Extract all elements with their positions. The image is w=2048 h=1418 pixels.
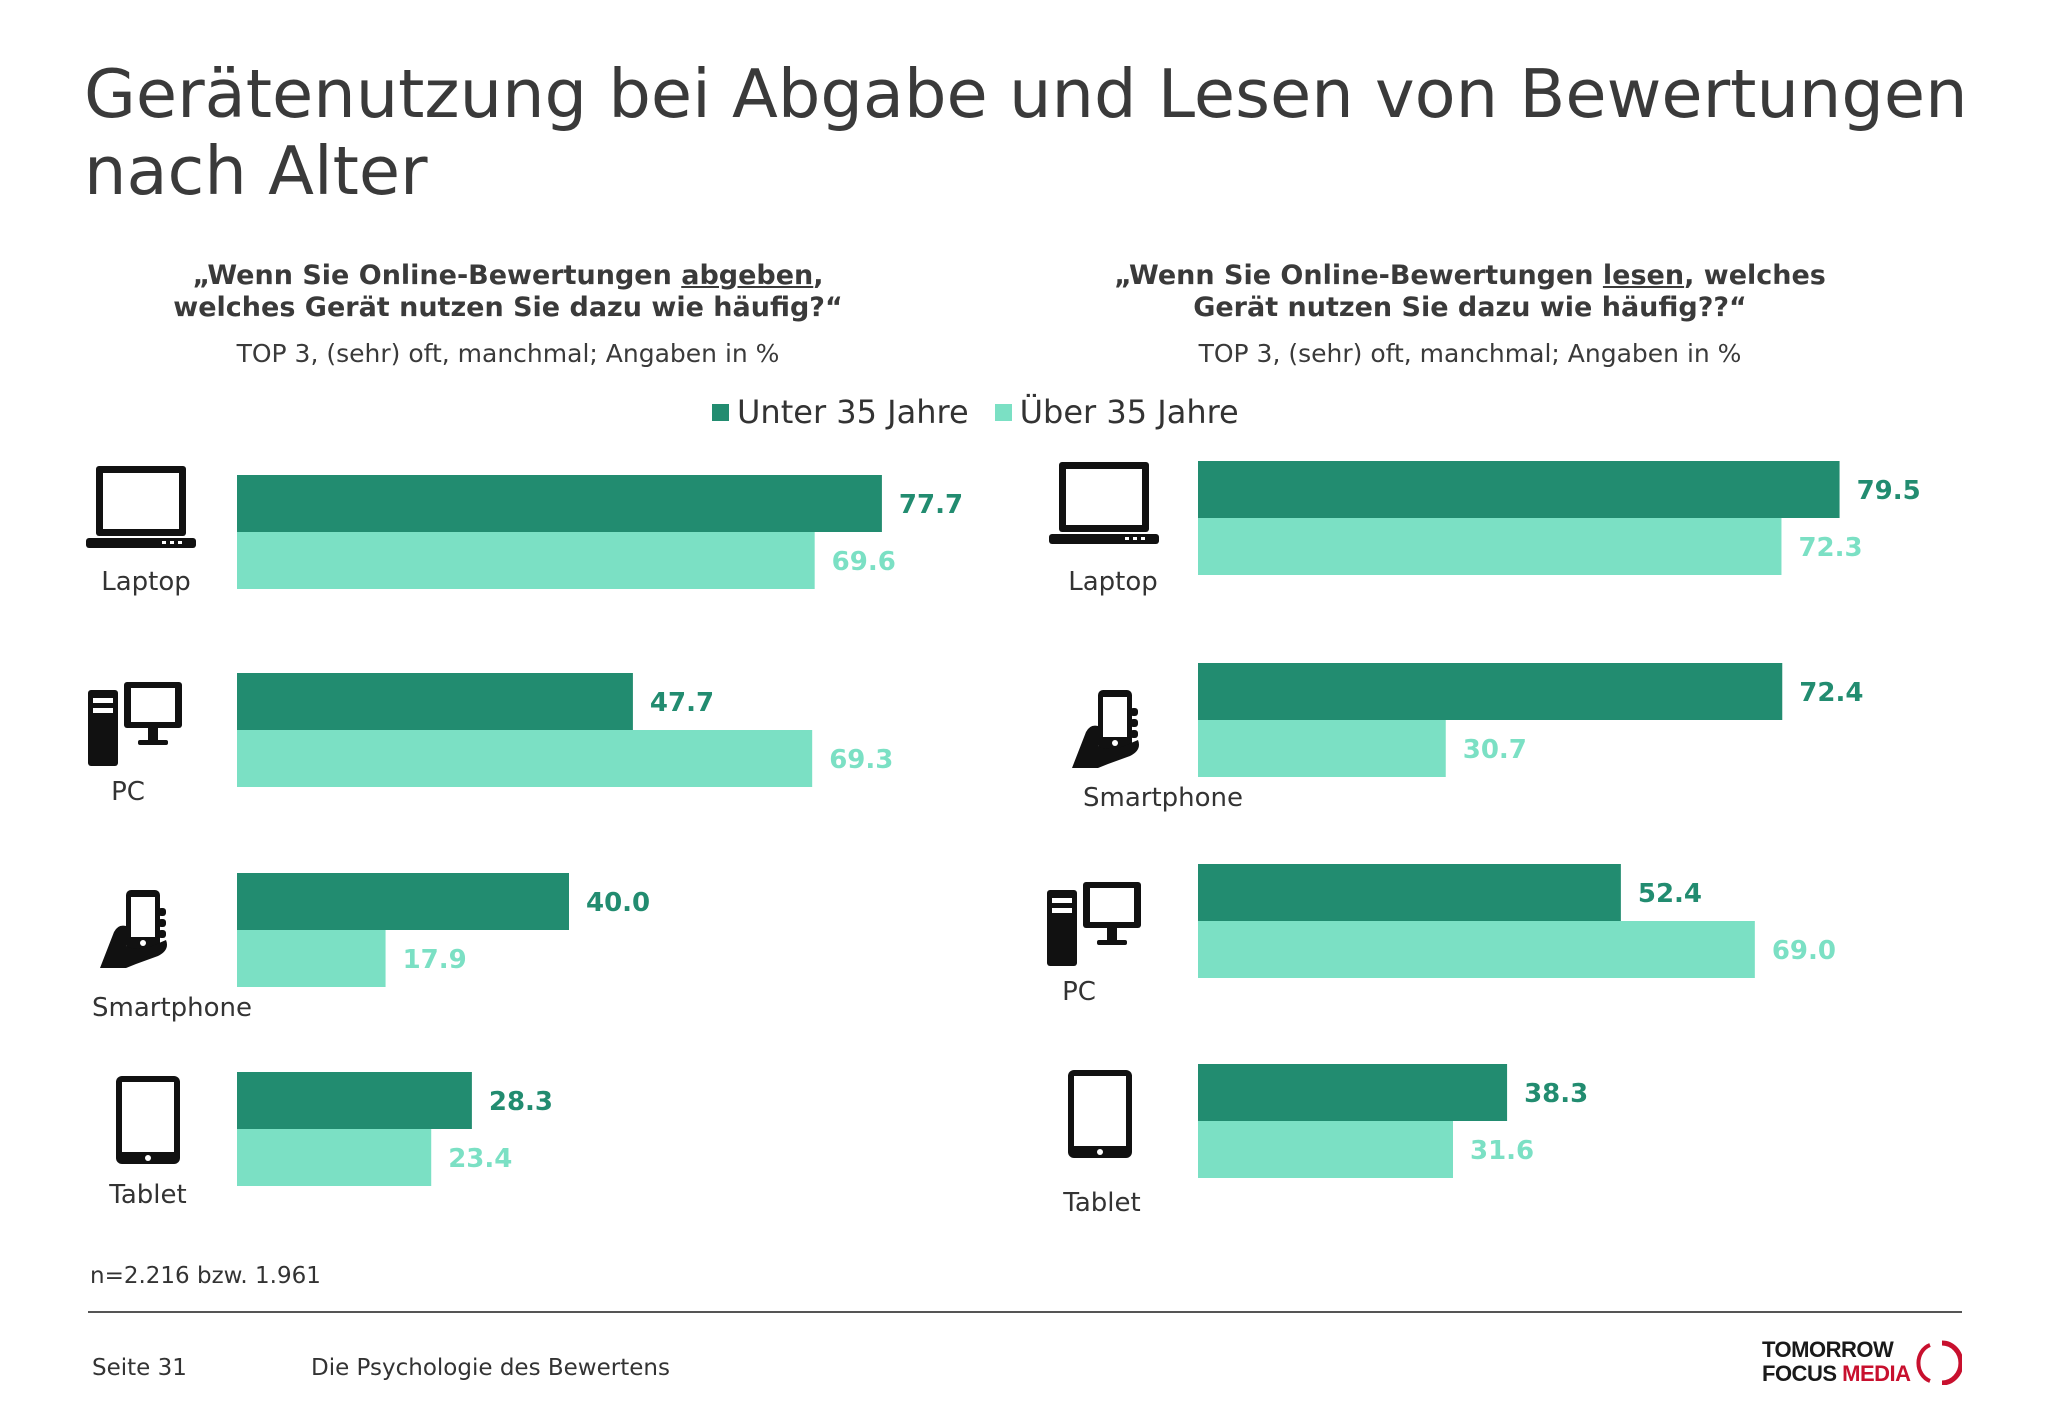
- data-label: 38.3: [1524, 1079, 1588, 1109]
- logo-line-2: FOCUS MEDIA: [1762, 1361, 1911, 1387]
- right-question-text-b: , welches Gerät nutzen Sie dazu wie häuf…: [1193, 260, 1826, 323]
- category-label: Smartphone: [92, 993, 252, 1023]
- legend-swatch-over35: [994, 403, 1012, 421]
- data-label: 77.7: [899, 490, 963, 520]
- category-label: Laptop: [1068, 567, 1158, 597]
- company-logo: TOMORROW FOCUS MEDIA: [1762, 1337, 1962, 1389]
- logo-ring-icon: [1916, 1340, 1962, 1385]
- laptop-icon: [86, 466, 196, 548]
- bar-under35: [1198, 663, 1783, 720]
- data-label: 28.3: [489, 1087, 553, 1117]
- category-label: PC: [111, 777, 145, 807]
- category-group: PC 47.7 69.3: [88, 673, 893, 807]
- bar-under35: [1198, 864, 1621, 921]
- data-label: 31.6: [1470, 1136, 1534, 1166]
- right-question-text-a: „Wenn Sie Online-Bewertungen: [1114, 260, 1603, 291]
- smartphone-icon: [100, 890, 167, 968]
- pc-icon: [88, 682, 182, 766]
- bar-under35: [237, 873, 569, 930]
- laptop-icon: [1049, 462, 1159, 544]
- right-question-title: „Wenn Sie Online-Bewertungen lesen, welc…: [1090, 260, 1850, 324]
- category-label: Smartphone: [1083, 783, 1243, 813]
- data-label: 52.4: [1638, 879, 1702, 909]
- chart-panel-2: Laptop 79.5 72.3 Smartphone 72.4 30.7 PC 52.4 69…: [1047, 461, 1921, 1218]
- category-label: Tablet: [1062, 1188, 1140, 1218]
- page-number: Seite 31: [92, 1355, 187, 1381]
- bar-over35: [1198, 921, 1755, 978]
- chart-legend: Unter 35 Jahre Über 35 Jahre: [712, 393, 1265, 431]
- chart-panel-1: Laptop 77.769.6 PC 47.7 69.3 Smartphone 40.0 17…: [86, 466, 963, 1210]
- bar-under35: [237, 673, 633, 730]
- category-group: Laptop 79.5 72.3: [1049, 461, 1921, 597]
- left-question-emphasis: abgeben: [681, 260, 814, 291]
- document-title: Die Psychologie des Bewertens: [311, 1355, 670, 1381]
- data-label: 23.4: [448, 1144, 512, 1174]
- category-label: Laptop: [101, 567, 191, 597]
- left-question-text-b: , welches Gerät nutzen Sie dazu wie häuf…: [173, 260, 843, 323]
- bar-over35: [1198, 518, 1782, 575]
- bar-under35: [1198, 461, 1840, 518]
- logo-line-2-a: FOCUS: [1762, 1361, 1843, 1386]
- left-question-text-a: „Wenn Sie Online-Bewertungen: [192, 260, 682, 291]
- page-title: Gerätenutzung bei Abgabe und Lesen von B…: [84, 55, 1968, 210]
- data-label: 72.3: [1798, 533, 1862, 563]
- category-group: Laptop 77.769.6: [86, 466, 963, 597]
- legend-label-over35: Über 35 Jahre: [1019, 393, 1239, 431]
- data-label: 17.9: [403, 945, 467, 975]
- logo-line-2-b: MEDIA: [1842, 1361, 1911, 1386]
- legend-item-over35: Über 35 Jahre: [994, 393, 1239, 431]
- legend-label-under35: Unter 35 Jahre: [737, 393, 969, 431]
- tablet-icon: [116, 1076, 180, 1164]
- left-question-subtitle: TOP 3, (sehr) oft, manchmal; Angaben in …: [236, 339, 780, 368]
- bar-under35: [237, 1072, 472, 1129]
- category-label: PC: [1062, 977, 1096, 1007]
- bar-under35: [237, 475, 882, 532]
- tablet-icon: [1068, 1070, 1132, 1158]
- data-label: 72.4: [1799, 678, 1863, 708]
- right-question-emphasis: lesen: [1602, 260, 1685, 291]
- data-label: 40.0: [586, 888, 650, 918]
- category-group: PC 52.4 69.0: [1047, 864, 1836, 1007]
- legend-swatch-under35: [712, 403, 729, 421]
- smartphone-icon: [1072, 690, 1139, 768]
- data-label: 69.0: [1772, 936, 1836, 966]
- left-question-title: „Wenn Sie Online-Bewertungen abgeben, we…: [128, 260, 888, 324]
- category-label: Tablet: [108, 1180, 186, 1210]
- data-label: 79.5: [1857, 476, 1921, 506]
- bar-over35: [237, 1129, 432, 1186]
- bar-charts: Laptop 77.769.6 PC 47.7 69.3 Smartphone 40.0 17…: [86, 461, 1921, 1218]
- right-question-subtitle: TOP 3, (sehr) oft, manchmal; Angaben in …: [1198, 339, 1742, 368]
- data-label: 30.7: [1463, 735, 1527, 765]
- legend-item-under35: Unter 35 Jahre: [712, 393, 969, 431]
- bar-over35: [237, 930, 386, 987]
- category-group: Smartphone 72.4 30.7: [1072, 663, 1863, 813]
- bar-over35: [237, 730, 813, 787]
- data-label: 69.6: [832, 547, 896, 577]
- bar-over35: [1198, 1121, 1454, 1178]
- bar-over35: [1198, 720, 1446, 777]
- sample-size-note: n=2.216 bzw. 1.961: [90, 1263, 321, 1289]
- bar-over35: [237, 532, 815, 589]
- logo-line-1: TOMORROW: [1762, 1337, 1894, 1362]
- data-label: 47.7: [650, 688, 714, 718]
- pc-icon: [1047, 882, 1141, 966]
- footer-divider: [88, 1311, 1962, 1313]
- bar-under35: [1198, 1064, 1508, 1121]
- category-group: Smartphone 40.0 17.9: [92, 873, 650, 1023]
- data-label: 69.3: [829, 745, 893, 775]
- category-group: Tablet 28.3 23.4: [108, 1072, 553, 1210]
- category-group: Tablet 38.3 31.6: [1062, 1064, 1588, 1218]
